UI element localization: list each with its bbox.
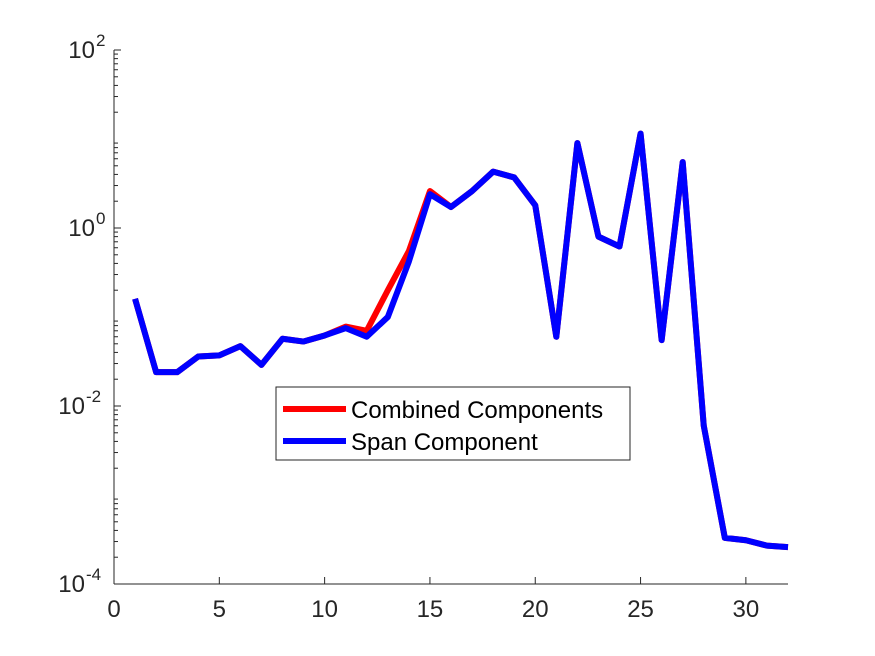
y-tick-label-base: 10 [68,215,95,242]
series-layer [132,130,789,551]
y-tick-label: 10 -4 [58,565,101,598]
legend-box [275,386,631,461]
y-tick-label: 10 2 [68,31,105,64]
legend-label-combined-components: Combined Components [351,397,603,424]
x-tick-label: 15 [417,596,444,623]
legend: Combined Components Span Component [275,386,631,461]
y-tick-label-base: 10 [58,571,85,598]
series-line-span-component [132,130,789,551]
y-tick-label-base: 10 [58,393,85,420]
x-tick-label: 25 [627,596,654,623]
x-tick-label: 30 [733,596,760,623]
y-tick-label-base: 10 [68,37,95,64]
x-tick-label: 10 [311,596,338,623]
y-tick-label-exponent: 2 [96,31,105,50]
x-tick-label: 0 [107,596,120,623]
y-tick-label-exponent: -2 [86,387,101,406]
y-tick-label: 10 -2 [58,387,101,420]
y-tick-label: 10 0 [68,209,105,242]
x-tick-label: 20 [522,596,549,623]
y-tick-label-exponent: 0 [96,209,105,228]
legend-label-span-component: Span Component [351,429,538,456]
x-tick-label: 5 [213,596,226,623]
y-tick-label-exponent: -4 [86,565,101,584]
